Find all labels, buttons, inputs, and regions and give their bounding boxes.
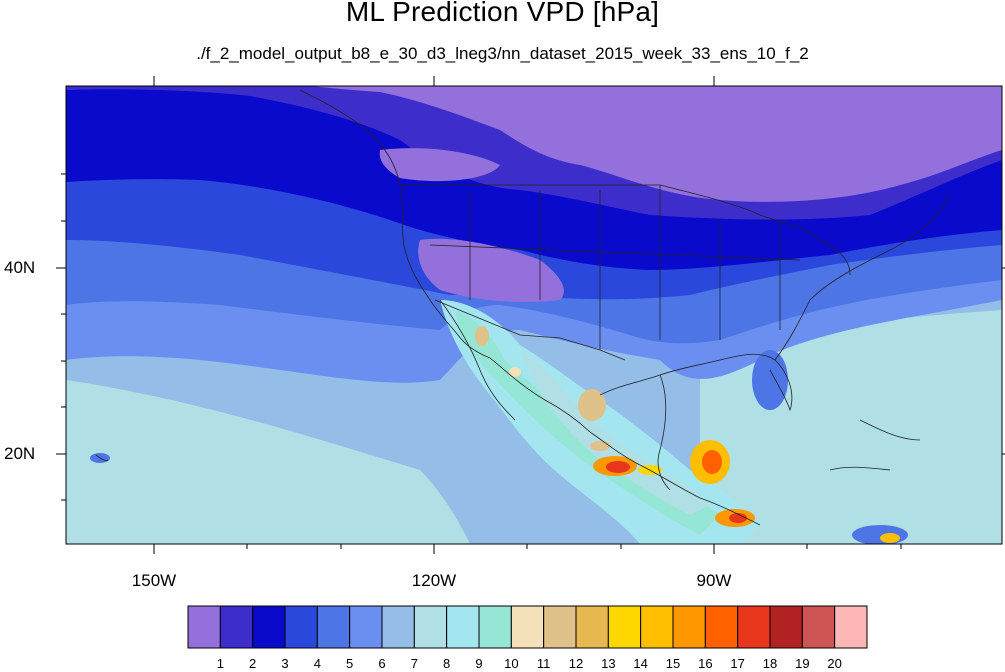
colorbar-tick-label: 9 (475, 656, 483, 671)
colorbar-swatch (801, 605, 836, 649)
colorbar-swatch (737, 605, 771, 649)
canada-low-vpd (379, 148, 500, 182)
colorbar-swatch (252, 605, 286, 649)
lon-label-90w: 90W (696, 571, 732, 590)
colorbar-tick-label: 4 (313, 656, 321, 671)
colorbar-tick-label: 18 (762, 656, 778, 671)
colorbar-swatch (640, 605, 674, 649)
colorbar-tick-label: 5 (346, 656, 354, 671)
colorbar-swatch (219, 605, 254, 649)
colorbar-swatch (575, 605, 609, 649)
colorbar-tick-label: 16 (698, 656, 713, 671)
coastlines (95, 89, 951, 526)
colorbar-swatch (834, 605, 868, 649)
hotspot-5 (606, 461, 630, 473)
west-low-vpd (418, 238, 564, 302)
colorbar-swatch (672, 605, 706, 649)
map-ticks (56, 76, 1005, 554)
hotspot-9 (729, 513, 747, 523)
colorbar-swatch (607, 605, 642, 649)
plot-title: ML Prediction VPD [hPa] (345, 0, 660, 27)
colorbar-tick-label: 6 (378, 656, 386, 671)
colorbar-swatch (769, 605, 803, 649)
lat-label-40n: 40N (4, 258, 36, 277)
colorbar-swatch (478, 605, 512, 649)
band-1 (310, 86, 1002, 202)
colorbar-tick-label: 10 (504, 656, 519, 671)
colorbar-tick-label: 12 (568, 656, 584, 671)
hotspot-7 (702, 450, 722, 474)
colorbar-swatch (187, 605, 221, 649)
colorbar-tick-label: 17 (730, 656, 745, 671)
hotspot-1 (578, 389, 606, 421)
colorbar-swatch (284, 605, 318, 649)
colorbar-swatch (316, 605, 351, 649)
lon-label-120w: 120W (411, 571, 457, 590)
colorbar-swatch (543, 605, 577, 649)
south-america-hot (880, 533, 900, 543)
colorbar-swatch (381, 605, 415, 649)
hotspot-3 (509, 367, 521, 377)
colorbar-tick-label: 1 (216, 656, 224, 671)
colorbar-tick-label: 8 (443, 656, 451, 671)
tropical-field (66, 380, 470, 544)
map-frame (65, 85, 1003, 545)
hotspot-11 (590, 441, 610, 451)
colorbar-tick-label: 11 (536, 656, 551, 671)
hotspot-2 (475, 326, 489, 346)
colorbar-swatch (510, 605, 545, 649)
mexico-ridges (520, 350, 710, 515)
colorbar-tick-label: 13 (601, 656, 616, 671)
colorbar-swatch (349, 605, 383, 649)
colorbar-swatch (704, 605, 739, 649)
colorbar-tick-label: 20 (827, 656, 842, 671)
colorbar-swatch (446, 605, 480, 649)
colorbar-tick-label: 3 (281, 656, 289, 671)
colorbar-tick-label: 15 (665, 656, 681, 671)
colorbar-tick-label: 2 (249, 656, 257, 671)
colorbar-tick-label: 7 (410, 656, 418, 671)
lat-label-20n: 20N (4, 444, 36, 463)
colorbar-swatch (413, 605, 448, 649)
colorbar-tick-label: 14 (633, 656, 648, 671)
lon-label-150w: 150W (131, 571, 177, 590)
plot-subtitle: ./f_2_model_output_b8_e_30_d3_lneg3/nn_d… (196, 44, 809, 63)
colorbar-tick-label: 19 (795, 656, 810, 671)
